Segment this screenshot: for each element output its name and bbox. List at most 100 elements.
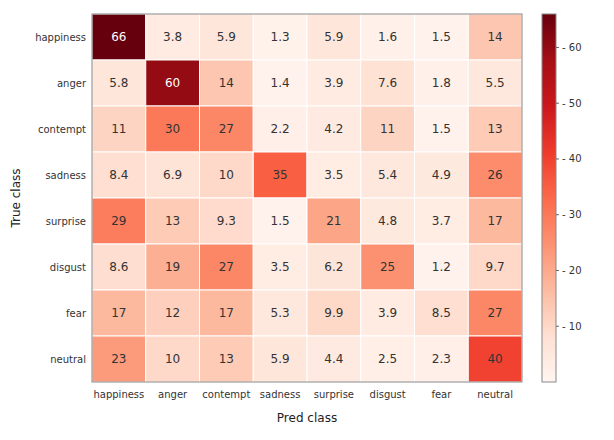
heatmap-cell [415, 14, 469, 60]
cell-label: 2.3 [432, 352, 451, 366]
cell-label: 3.8 [163, 30, 182, 44]
heatmap-cell [468, 244, 522, 290]
heatmap-cell [307, 198, 361, 244]
cell-label: 7.6 [378, 76, 397, 90]
cell-label: 8.4 [109, 168, 128, 182]
cell-label: 30 [165, 122, 180, 136]
cell-label: 17 [219, 306, 234, 320]
heatmap-cell [146, 106, 200, 152]
heatmap-cell [200, 198, 254, 244]
cell-label: 4.2 [324, 122, 343, 136]
cell-label: 1.4 [271, 76, 290, 90]
cell-label: 1.2 [432, 260, 451, 274]
colorbar-tick-label: - 60 [562, 42, 582, 53]
y-axis-label: True class [9, 168, 23, 228]
cell-labels: 663.85.91.35.91.61.5145.860141.43.97.61.… [109, 30, 504, 366]
cell-label: 14 [487, 30, 502, 44]
heatmap-cell [200, 290, 254, 336]
heatmap-cell [468, 152, 522, 198]
heatmap-cell [92, 152, 146, 198]
heatmap-cell [307, 60, 361, 106]
heatmap-cell [253, 198, 307, 244]
heatmap-cell [361, 60, 415, 106]
cell-label: 1.5 [271, 214, 290, 228]
heatmap-cell [361, 244, 415, 290]
y-tick-label: anger [57, 78, 87, 89]
cell-label: 11 [111, 122, 126, 136]
cell-label: 40 [487, 352, 502, 366]
cell-label: 13 [219, 352, 234, 366]
colorbar-tick [556, 326, 559, 327]
cell-label: 35 [272, 168, 287, 182]
heatmap-cell [253, 244, 307, 290]
x-tick-label: sadness [260, 389, 301, 400]
cell-label: 3.7 [432, 214, 451, 228]
heatmap-cell [146, 290, 200, 336]
y-tick-label: happiness [35, 32, 86, 43]
x-axis-label: Pred class [277, 411, 337, 425]
cell-label: 1.5 [432, 122, 451, 136]
cell-label: 1.3 [271, 30, 290, 44]
heatmap-cell [200, 152, 254, 198]
y-tick-label: surprise [46, 216, 86, 227]
heatmap-cell [415, 244, 469, 290]
cell-label: 1.8 [432, 76, 451, 90]
heatmap-cell [200, 244, 254, 290]
cell-label: 5.3 [271, 306, 290, 320]
cell-label: 11 [380, 122, 395, 136]
y-tick-label: neutral [50, 354, 86, 365]
x-tick-labels: happiness anger contempt sadness surprise dis… [93, 389, 513, 400]
heatmap-cell [92, 198, 146, 244]
heatmap-cell [307, 336, 361, 382]
heatmap-cell [92, 14, 146, 60]
cell-label: 66 [111, 30, 126, 44]
heatmap-cell [92, 60, 146, 106]
colorbar-tick [556, 47, 559, 48]
colorbar-tick [556, 158, 559, 159]
colorbar-tick [556, 103, 559, 104]
x-tick-label: disgust [370, 389, 406, 400]
heatmap-cell [361, 198, 415, 244]
cell-label: 26 [487, 168, 502, 182]
heatmap-cell [253, 290, 307, 336]
heatmap-cell [146, 14, 200, 60]
x-tick-label: contempt [202, 389, 250, 400]
cell-label: 23 [111, 352, 126, 366]
heatmap-cell [253, 106, 307, 152]
cell-label: 3.9 [378, 306, 397, 320]
heatmap-cell [92, 244, 146, 290]
cell-label: 10 [219, 168, 234, 182]
cell-label: 19 [165, 260, 180, 274]
y-tick-labels: happinessangercontemptsadnesssurprisedis… [35, 32, 87, 365]
colorbar-scale [542, 14, 556, 382]
heatmap-cell [307, 152, 361, 198]
heatmap-cell [468, 106, 522, 152]
heatmap-cell [200, 106, 254, 152]
colorbar-tick-label: - 40 [562, 153, 582, 164]
cell-label: 5.9 [217, 30, 236, 44]
cell-label: 27 [219, 260, 234, 274]
heatmap-cell [415, 290, 469, 336]
heatmap-cell [307, 290, 361, 336]
cell-label: 14 [219, 76, 234, 90]
heatmap-cell [253, 14, 307, 60]
cell-label: 5.9 [324, 30, 343, 44]
cell-label: 3.5 [271, 260, 290, 274]
heatmap-cell [307, 106, 361, 152]
heatmap-cell [468, 336, 522, 382]
cell-label: 2.5 [378, 352, 397, 366]
x-tick-label: anger [158, 389, 188, 400]
colorbar: - 10- 20- 30- 40- 50- 60 [542, 14, 582, 382]
heatmap-cell [415, 198, 469, 244]
colorbar-tick-label: - 10 [562, 321, 582, 332]
heatmap-cell [361, 290, 415, 336]
cell-label: 13 [165, 214, 180, 228]
x-tick-label: surprise [314, 389, 354, 400]
cells [92, 14, 522, 382]
heatmap-cell [468, 60, 522, 106]
y-tick-label: fear [66, 308, 87, 319]
heatmap-cell [361, 336, 415, 382]
x-tick-label: happiness [93, 389, 144, 400]
cell-label: 17 [487, 214, 502, 228]
heatmap-cell [415, 60, 469, 106]
